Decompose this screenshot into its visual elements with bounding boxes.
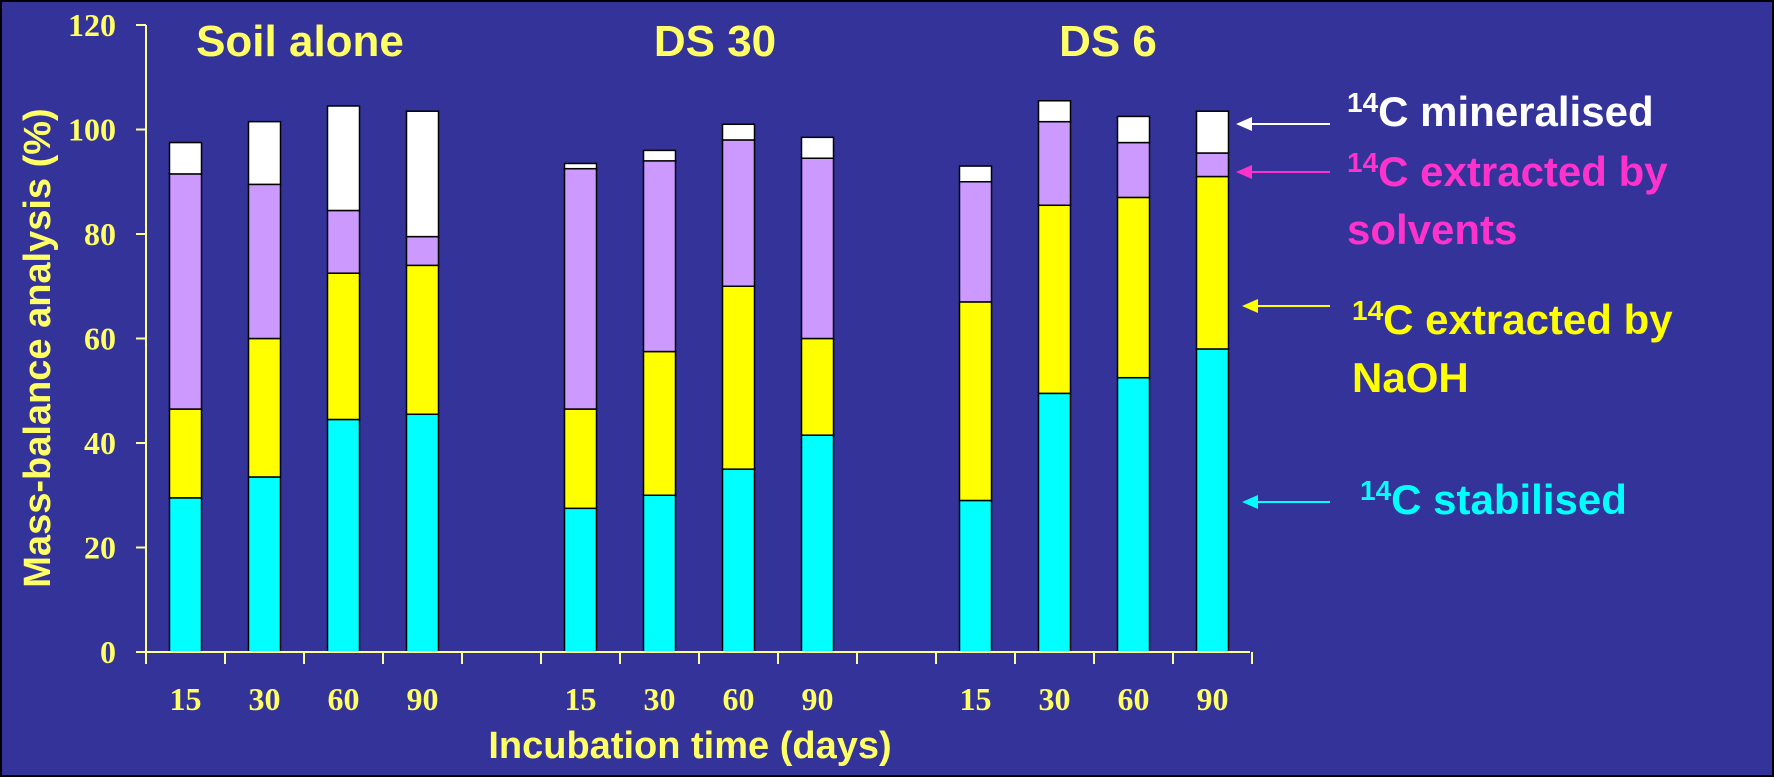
legend-arrow-head (1236, 165, 1252, 179)
y-tick-label: 80 (84, 216, 116, 252)
x-tick-label: 30 (1039, 681, 1071, 717)
x-tick-label: 15 (960, 681, 992, 717)
legend-arrow-head (1242, 299, 1258, 313)
x-tick-label: 90 (802, 681, 834, 717)
y-tick-label: 20 (84, 530, 116, 566)
legend-label: 14C mineralised (1347, 87, 1654, 135)
bar-segment (1037, 204, 1072, 395)
y-axis-title: Mass-balance analysis (%) (17, 108, 59, 587)
bar-segment (1195, 110, 1230, 154)
bar-segment (1037, 120, 1072, 207)
bar-segment (1116, 376, 1151, 653)
y-tick-label: 120 (68, 7, 116, 43)
bar-segment (1195, 152, 1230, 178)
y-tick-label: 60 (84, 321, 116, 357)
bar-segment (721, 123, 756, 141)
bar-segment (168, 497, 203, 653)
bar-segment (721, 285, 756, 470)
bar-segment (247, 183, 282, 340)
bar-segment (405, 110, 440, 238)
legend-label: solvents (1347, 206, 1517, 253)
bar-segment (642, 350, 677, 496)
bar-segment (800, 157, 835, 340)
x-tick-label: 30 (644, 681, 676, 717)
group-label: DS 6 (1059, 17, 1157, 66)
bar-segment (1116, 141, 1151, 199)
bar-segment (958, 301, 993, 502)
bar-segment (405, 264, 440, 416)
bar-segment (1037, 100, 1072, 123)
bar-segment (800, 136, 835, 159)
bar-segment (563, 507, 598, 653)
bar-segment (563, 408, 598, 510)
legend-label: 14C stabilised (1360, 475, 1627, 523)
bar-segment (326, 418, 361, 653)
bar-segment (721, 139, 756, 287)
y-tick-label: 100 (68, 112, 116, 148)
bar-segment (1195, 175, 1230, 350)
y-tick-label: 0 (100, 634, 116, 670)
legend-superscript: 14 (1360, 475, 1392, 506)
bar-segment (326, 272, 361, 421)
bar-segment (247, 337, 282, 478)
bar-segment (247, 120, 282, 186)
bar-segment (247, 476, 282, 653)
x-tick-label: 30 (249, 681, 281, 717)
legend-arrow-head (1242, 495, 1258, 509)
x-tick-label: 90 (1197, 681, 1229, 717)
x-tick-label: 60 (723, 681, 755, 717)
x-tick-label: 90 (407, 681, 439, 717)
bar-segment (168, 408, 203, 499)
bar-segment (1116, 196, 1151, 379)
x-tick-label: 15 (565, 681, 597, 717)
bar-segment (642, 160, 677, 353)
bar-segment (1116, 115, 1151, 144)
bar-segment (800, 337, 835, 436)
legend-label: NaOH (1352, 354, 1469, 401)
group-label: DS 30 (654, 17, 776, 66)
bar-segment (405, 235, 440, 267)
legend-label: 14C extracted by (1352, 295, 1673, 343)
x-tick-label: 15 (170, 681, 202, 717)
legend-superscript: 14 (1352, 295, 1384, 326)
bar-segment (168, 173, 203, 410)
legend-text: C extracted by (1378, 148, 1668, 195)
bar-segment (1195, 348, 1230, 653)
legend-superscript: 14 (1347, 87, 1379, 118)
bar-segment (958, 499, 993, 653)
bar-segment (563, 167, 598, 410)
bar-segment (563, 162, 598, 170)
bar-segment (1037, 392, 1072, 653)
bar-segment (958, 181, 993, 303)
bar-segment (642, 149, 677, 162)
bar-segment (721, 468, 756, 653)
y-tick-label: 40 (84, 425, 116, 461)
bar-segment (800, 434, 835, 653)
bar-segment (326, 105, 361, 212)
legend-text: C mineralised (1378, 88, 1653, 135)
x-tick-label: 60 (1118, 681, 1150, 717)
bar-segment (642, 494, 677, 653)
legend-label: 14C extracted by (1347, 147, 1668, 195)
x-axis-title: Incubation time (days) (488, 725, 891, 767)
group-label: Soil alone (196, 17, 404, 66)
bar-segment (958, 165, 993, 183)
legend-arrow-head (1236, 117, 1252, 131)
legend-text: C stabilised (1391, 476, 1627, 523)
legend-superscript: 14 (1347, 147, 1379, 178)
bar-segment (168, 141, 203, 175)
bar-segment (326, 209, 361, 274)
x-tick-label: 60 (328, 681, 360, 717)
bar-segment (405, 413, 440, 653)
legend-text: C extracted by (1383, 296, 1673, 343)
